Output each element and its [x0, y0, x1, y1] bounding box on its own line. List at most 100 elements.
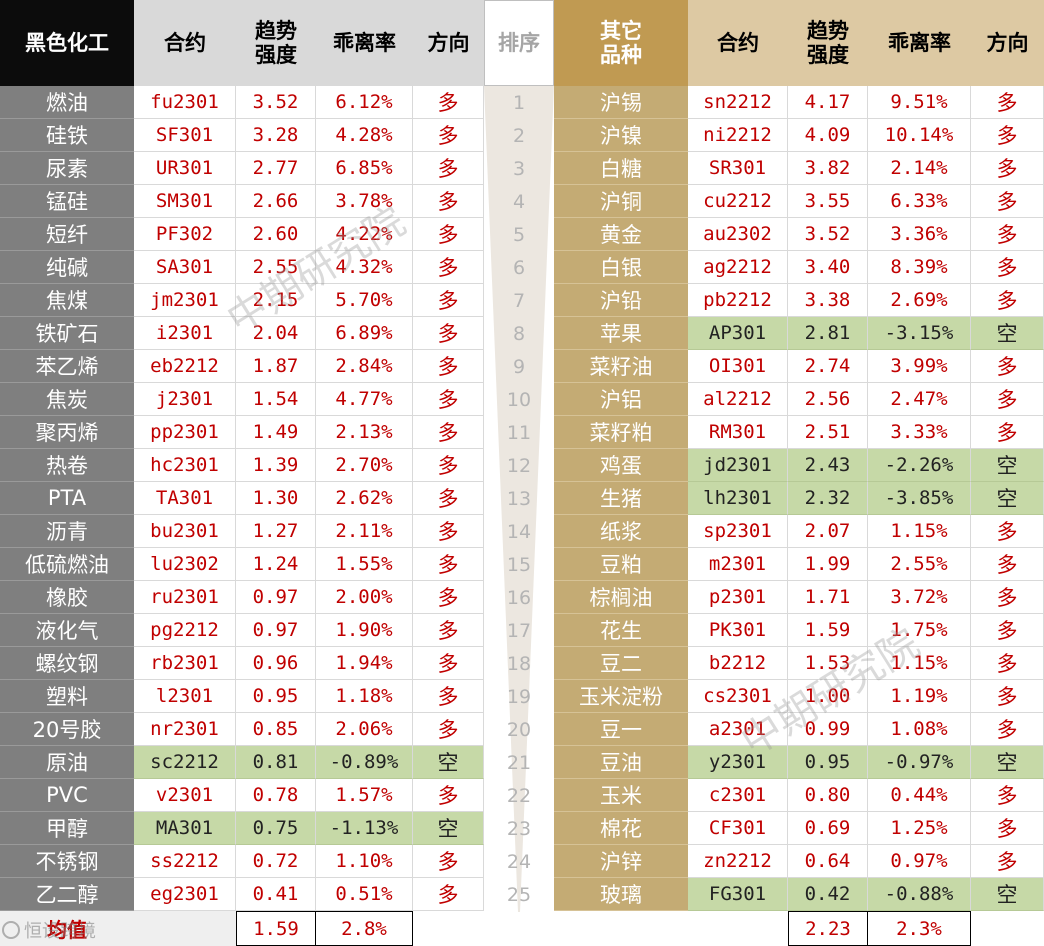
- right-contract-header: 合约: [688, 0, 788, 86]
- right-commodity-name: 豆油: [554, 746, 688, 779]
- right-commodity-name: 生猪: [554, 482, 688, 515]
- left-direction-cell: 多: [413, 449, 484, 482]
- right-direction-cell: 多: [971, 86, 1044, 119]
- right-deviation-cell: 8.39%: [868, 251, 971, 284]
- right-commodity-name: 苹果: [554, 317, 688, 350]
- left-commodity-name: 乙二醇: [0, 878, 134, 911]
- right-average-deviation: 2.3%: [867, 911, 971, 946]
- left-deviation-cell: 2.70%: [316, 449, 413, 482]
- right-contract-cell: lh2301: [688, 482, 788, 515]
- right-strength-cell: 4.09: [788, 119, 868, 152]
- left-commodity-name: PTA: [0, 482, 134, 515]
- left-deviation-cell: 2.06%: [316, 713, 413, 746]
- right-direction-cell: 多: [971, 515, 1044, 548]
- left-commodity-name: 橡胶: [0, 581, 134, 614]
- right-strength-cell: 2.32: [788, 482, 868, 515]
- right-direction-cell: 多: [971, 383, 1044, 416]
- left-deviation-cell: 5.70%: [316, 284, 413, 317]
- right-deviation-cell: 3.33%: [868, 416, 971, 449]
- rank-number: 5: [512, 223, 526, 246]
- left-strength-cell: 3.28: [236, 119, 316, 152]
- right-deviation-cell: 1.15%: [868, 647, 971, 680]
- left-deviation-cell: 6.12%: [316, 86, 413, 119]
- rank-number: 11: [506, 421, 532, 444]
- rank-number: 13: [506, 487, 532, 510]
- left-contract-cell: rb2301: [134, 647, 236, 680]
- left-strength-cell: 1.87: [236, 350, 316, 383]
- right-direction-cell: 空: [971, 449, 1044, 482]
- right-strength-cell: 0.95: [788, 746, 868, 779]
- right-deviation-cell: 3.36%: [868, 218, 971, 251]
- left-direction-cell: 多: [413, 548, 484, 581]
- right-contract-cell: SR301: [688, 152, 788, 185]
- left-direction-cell: 多: [413, 614, 484, 647]
- right-strength-cell: 3.38: [788, 284, 868, 317]
- left-commodity-name: 燃油: [0, 86, 134, 119]
- left-deviation-cell: 2.62%: [316, 482, 413, 515]
- right-strength-cell: 0.64: [788, 845, 868, 878]
- right-direction-cell: 多: [971, 416, 1044, 449]
- left-deviation-cell: 2.13%: [316, 416, 413, 449]
- left-direction-cell: 多: [413, 119, 484, 152]
- right-direction-cell: 多: [971, 152, 1044, 185]
- left-strength-header: 趋势 强度: [236, 0, 316, 86]
- right-strength-cell: 0.99: [788, 713, 868, 746]
- left-commodity-name: 短纤: [0, 218, 134, 251]
- left-contract-cell: MA301: [134, 812, 236, 845]
- left-deviation-cell: 6.89%: [316, 317, 413, 350]
- left-direction-cell: 多: [413, 152, 484, 185]
- left-strength-cell: 3.52: [236, 86, 316, 119]
- rank-number: 4: [512, 190, 526, 213]
- rank-number: 19: [506, 685, 532, 708]
- left-direction-cell: 多: [413, 218, 484, 251]
- left-deviation-cell: 2.11%: [316, 515, 413, 548]
- right-contract-cell: cu2212: [688, 185, 788, 218]
- rank-number: 10: [506, 388, 532, 411]
- right-deviation-cell: 0.44%: [868, 779, 971, 812]
- left-commodity-name: 沥青: [0, 515, 134, 548]
- right-strength-cell: 2.74: [788, 350, 868, 383]
- right-deviation-cell: 9.51%: [868, 86, 971, 119]
- left-commodity-name: 原油: [0, 746, 134, 779]
- left-deviation-cell: 4.28%: [316, 119, 413, 152]
- right-contract-cell: sp2301: [688, 515, 788, 548]
- rank-number: 2: [512, 124, 526, 147]
- right-contract-cell: b2212: [688, 647, 788, 680]
- left-contract-cell: bu2301: [134, 515, 236, 548]
- left-strength-cell: 2.55: [236, 251, 316, 284]
- left-deviation-cell: 1.10%: [316, 845, 413, 878]
- rank-number: 24: [506, 850, 532, 873]
- rank-number: 22: [506, 784, 532, 807]
- left-commodity-name: 苯乙烯: [0, 350, 134, 383]
- left-commodity-name: 聚丙烯: [0, 416, 134, 449]
- left-contract-cell: v2301: [134, 779, 236, 812]
- left-contract-cell: ru2301: [134, 581, 236, 614]
- left-direction-cell: 多: [413, 251, 484, 284]
- right-contract-cell: y2301: [688, 746, 788, 779]
- left-direction-cell: 多: [413, 317, 484, 350]
- right-deviation-cell: -0.97%: [868, 746, 971, 779]
- right-commodity-name: 纸浆: [554, 515, 688, 548]
- right-commodity-name: 菜籽油: [554, 350, 688, 383]
- left-direction-cell: 多: [413, 482, 484, 515]
- rank-number: 16: [506, 586, 532, 609]
- left-commodity-name: 锰硅: [0, 185, 134, 218]
- left-contract-cell: SA301: [134, 251, 236, 284]
- right-deviation-cell: 1.25%: [868, 812, 971, 845]
- right-strength-cell: 1.71: [788, 581, 868, 614]
- right-strength-cell: 3.82: [788, 152, 868, 185]
- right-commodity-name: 豆一: [554, 713, 688, 746]
- left-strength-cell: 0.81: [236, 746, 316, 779]
- right-contract-cell: m2301: [688, 548, 788, 581]
- left-strength-cell: 1.27: [236, 515, 316, 548]
- right-contract-cell: ag2212: [688, 251, 788, 284]
- left-average-deviation: 2.8%: [315, 911, 413, 946]
- left-direction-cell: 多: [413, 284, 484, 317]
- left-deviation-cell: 1.18%: [316, 680, 413, 713]
- right-commodity-name: 沪铜: [554, 185, 688, 218]
- left-strength-cell: 1.24: [236, 548, 316, 581]
- right-commodity-name: 白银: [554, 251, 688, 284]
- left-strength-cell: 1.30: [236, 482, 316, 515]
- left-average-strength: 1.59: [236, 911, 316, 946]
- right-deviation-cell: 1.75%: [868, 614, 971, 647]
